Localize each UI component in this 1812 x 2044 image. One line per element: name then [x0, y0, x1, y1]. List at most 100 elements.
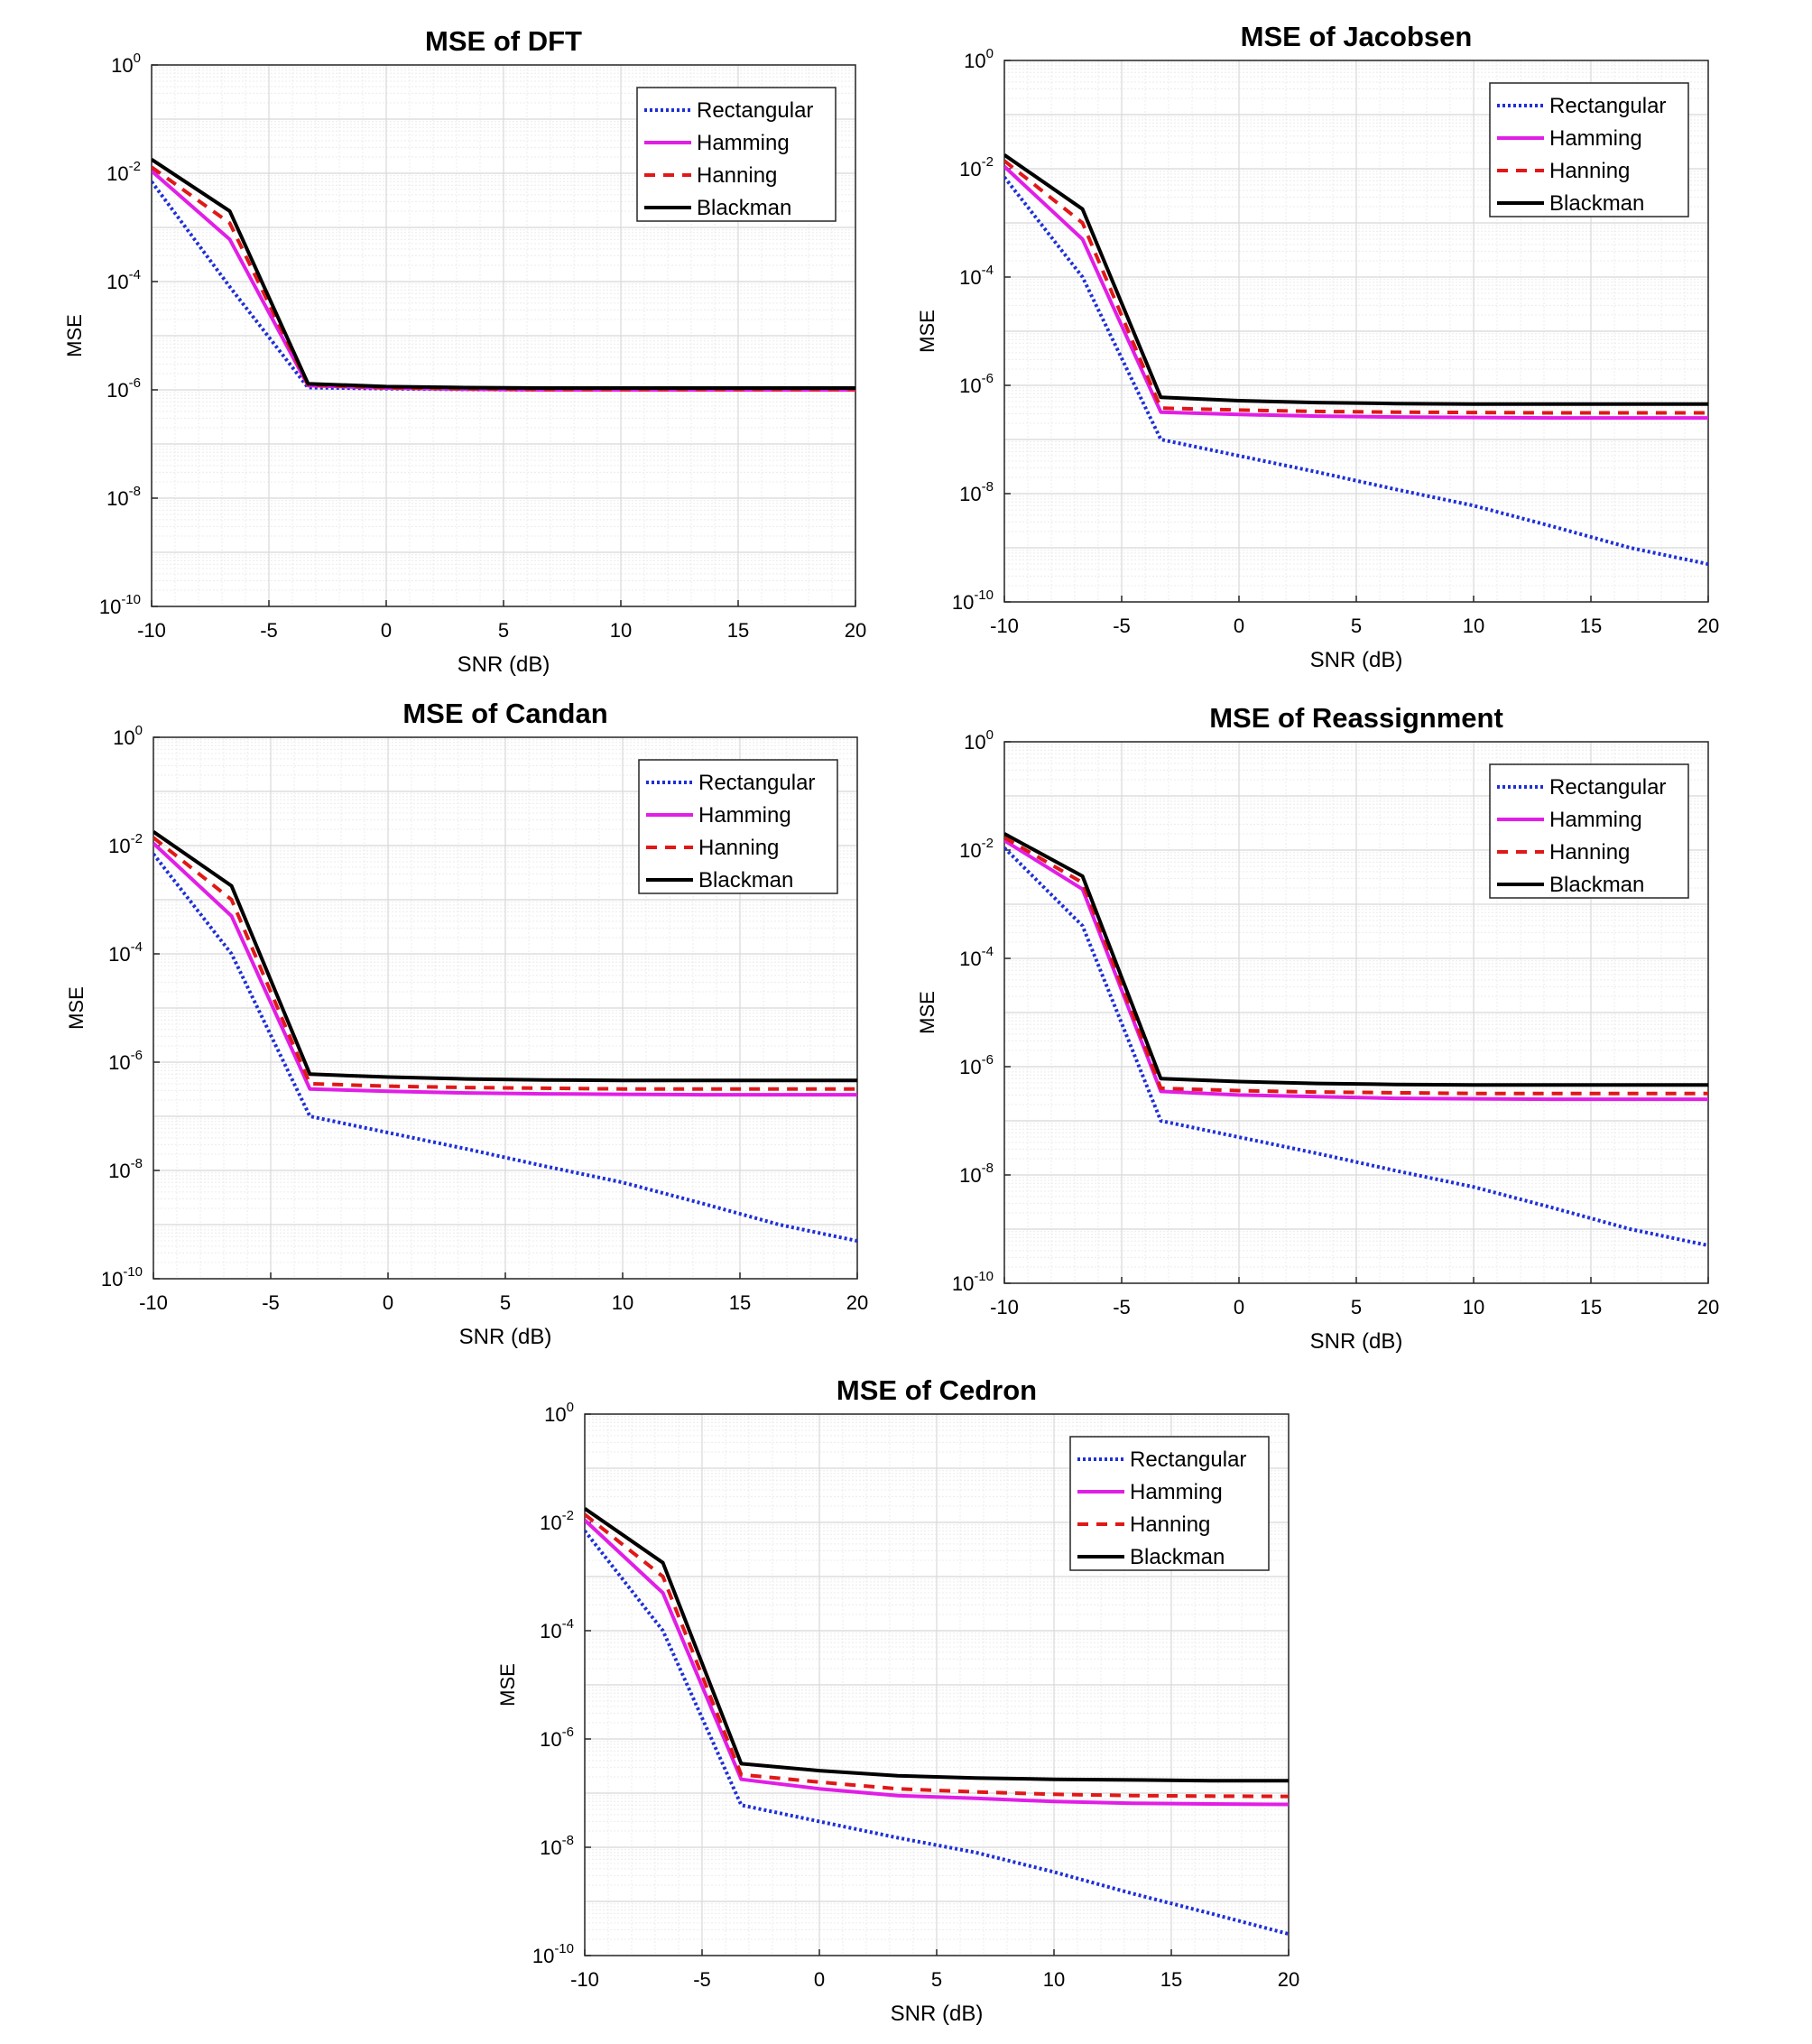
chart-svg: -10 -5 0 5 10 15 20 100 10-2 10-4 10-6 10-8 10-10 MSE… — [63, 25, 866, 677]
x-tick-label: 20 — [1697, 1296, 1719, 1318]
x-axis-label: SNR (dB) — [458, 652, 550, 677]
series-line-hamming — [1004, 838, 1708, 1102]
legend-label: Blackman — [1130, 1545, 1225, 1569]
x-tick-label: 10 — [1463, 615, 1484, 637]
y-tick-label: 10-4 — [959, 944, 994, 970]
series-line-hamming — [153, 842, 857, 1097]
series-line-hanning — [585, 1512, 1289, 1799]
series-group — [585, 1507, 1289, 1937]
y-tick-label: 10-8 — [106, 484, 141, 510]
x-tick-label: 0 — [1234, 615, 1244, 637]
y-tick-label: 100 — [964, 46, 994, 72]
x-tick-label: -10 — [570, 1968, 599, 1991]
legend-label: Hamming — [698, 803, 791, 828]
x-tick-label: 15 — [1580, 615, 1602, 637]
y-tick-label: 10-8 — [959, 479, 994, 505]
legend-label: Rectangular — [1130, 1447, 1246, 1472]
y-axis-label: MSE — [63, 314, 86, 357]
x-tick-label: 20 — [845, 619, 866, 642]
y-tick-label: 10-8 — [959, 1161, 994, 1187]
y-tick-label: 10-10 — [952, 587, 994, 614]
series-line-blackman — [153, 830, 857, 1083]
x-axis-label: SNR (dB) — [1310, 648, 1403, 672]
series-line-blackman — [585, 1507, 1289, 1783]
x-tick-label: -10 — [990, 1296, 1019, 1318]
series-line-hanning — [153, 836, 857, 1091]
y-tick-label: 10-6 — [108, 1048, 143, 1074]
x-tick-label: 0 — [381, 619, 392, 642]
x-tick-label: 5 — [498, 619, 509, 642]
legend-label: Blackman — [697, 196, 791, 220]
x-tick-label: -10 — [137, 619, 166, 642]
y-tick-label: 10-6 — [959, 1052, 994, 1078]
y-tick-label: 10-10 — [101, 1264, 143, 1290]
y-tick-label: 10-2 — [959, 154, 994, 180]
chart-svg: -10 -5 0 5 10 15 20 100 10-2 10-4 10-6 10-8 10-10 MSE… — [916, 702, 1719, 1354]
chart-panel-reassignment: -10 -5 0 5 10 15 20 100 10-2 10-4 10-6 10-8 10-10 MSE… — [889, 686, 1791, 1372]
x-tick-label: 10 — [1043, 1968, 1065, 1991]
x-tick-label: -5 — [1113, 1296, 1131, 1318]
legend-label: Rectangular — [1549, 94, 1666, 118]
legend-label: Blackman — [698, 868, 793, 893]
x-tick-label: 5 — [931, 1968, 942, 1991]
legend-label: Hanning — [1549, 840, 1630, 865]
legend-label: Blackman — [1549, 873, 1644, 897]
y-tick-label: 10-8 — [108, 1156, 143, 1182]
chart-panel-candan: -10 -5 0 5 10 15 20 100 10-2 10-4 10-6 10-8 10-10 MSE… — [38, 681, 940, 1367]
legend-box — [1489, 763, 1689, 899]
legend-label: Hamming — [1549, 126, 1642, 151]
chart-title: MSE of Jacobsen — [1241, 21, 1473, 52]
legend-label: Rectangular — [1549, 775, 1666, 800]
y-tick-label: 10-4 — [959, 263, 994, 289]
legend: Rectangular Hamming Hanning Blackman — [1069, 1436, 1270, 1571]
y-tick-label: 10-10 — [952, 1269, 994, 1295]
legend-label: Blackman — [1549, 191, 1644, 216]
legend: Rectangular Hamming Hanning Blackman — [1489, 763, 1689, 899]
legend-label: Hamming — [1130, 1480, 1223, 1504]
legend-box — [1069, 1436, 1270, 1571]
legend-label: Hanning — [698, 836, 779, 860]
chart-title: MSE of Candan — [402, 698, 607, 729]
legend-label: Hamming — [697, 131, 790, 155]
x-tick-label: -10 — [990, 615, 1019, 637]
x-tick-label: 10 — [1463, 1296, 1484, 1318]
y-tick-label: 10-4 — [108, 939, 143, 966]
x-tick-label: 10 — [612, 1291, 633, 1314]
y-tick-label: 10-10 — [99, 592, 141, 618]
series-group — [1004, 832, 1708, 1248]
y-axis-label: MSE — [916, 310, 938, 353]
y-axis-label: MSE — [916, 991, 938, 1034]
x-tick-label: -5 — [262, 1291, 280, 1314]
x-tick-label: -10 — [139, 1291, 168, 1314]
y-tick-label: 10-2 — [106, 159, 141, 185]
y-tick-label: 10-4 — [540, 1616, 574, 1642]
y-tick-label: 100 — [113, 723, 143, 749]
x-axis-label: SNR (dB) — [891, 2002, 984, 2026]
y-axis-label: MSE — [65, 986, 88, 1030]
x-tick-label: 20 — [1697, 615, 1719, 637]
x-tick-label: 0 — [1234, 1296, 1244, 1318]
x-tick-label: 5 — [500, 1291, 511, 1314]
series-line-rectangular — [153, 853, 857, 1244]
y-tick-label: 100 — [111, 51, 141, 77]
legend-label: Hanning — [1549, 159, 1630, 183]
y-tick-label: 10-2 — [540, 1508, 574, 1534]
chart-title: MSE of Cedron — [837, 1374, 1037, 1406]
x-tick-label: -5 — [260, 619, 278, 642]
legend-label: Rectangular — [697, 98, 813, 123]
x-tick-label: -5 — [693, 1968, 711, 1991]
x-tick-label: 15 — [1580, 1296, 1602, 1318]
y-tick-label: 100 — [964, 727, 994, 754]
y-tick-label: 100 — [544, 1400, 574, 1426]
y-tick-label: 10-4 — [106, 267, 141, 293]
series-group — [153, 830, 857, 1244]
series-line-hanning — [1004, 836, 1708, 1096]
series-line-rectangular — [1004, 176, 1708, 567]
x-tick-label: 10 — [610, 619, 632, 642]
legend-label: Hanning — [697, 163, 777, 188]
y-tick-label: 10-10 — [532, 1941, 574, 1967]
series-line-rectangular — [585, 1530, 1289, 1937]
chart-svg: -10 -5 0 5 10 15 20 100 10-2 10-4 10-6 10-8 10-10 MSE… — [65, 698, 868, 1349]
legend: Rectangular Hamming Hanning Blackman — [638, 759, 838, 894]
chart-title: MSE of DFT — [425, 25, 582, 57]
